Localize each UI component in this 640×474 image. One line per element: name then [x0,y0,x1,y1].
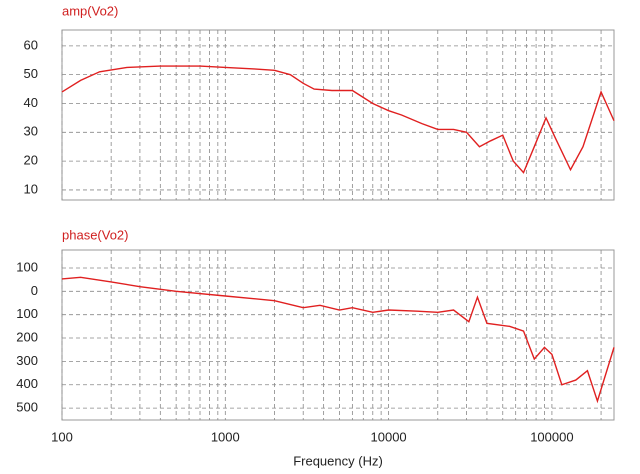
y-tick-label: 20 [24,153,38,168]
x-axis-label: Frequency (Hz) [293,453,383,468]
y-tick-label: 200 [16,329,38,344]
y-tick-label: 300 [16,353,38,368]
y-tick-label: 500 [16,400,38,415]
chart-title: phase(Vo2) [62,227,129,242]
x-tick-label: 1000 [211,429,240,444]
plot-area [61,29,615,201]
chart-title: amp(Vo2) [62,3,118,18]
y-tick-label: 60 [24,37,38,52]
y-tick-label: 40 [24,95,38,110]
data-line [61,276,615,404]
y-tick-label: 10 [24,181,38,196]
x-tick-label: 100 [51,429,73,444]
y-tick-label: 30 [24,124,38,139]
y-tick-label: 100 [16,259,38,274]
y-tick-label: 400 [16,376,38,391]
plot-area [61,249,615,421]
x-tick-label: 100000 [530,429,573,444]
x-tick-label: 10000 [371,429,407,444]
data-line [61,65,615,174]
y-tick-label: 0 [31,283,38,298]
y-tick-label: 50 [24,66,38,81]
y-tick-label: 100 [16,306,38,321]
